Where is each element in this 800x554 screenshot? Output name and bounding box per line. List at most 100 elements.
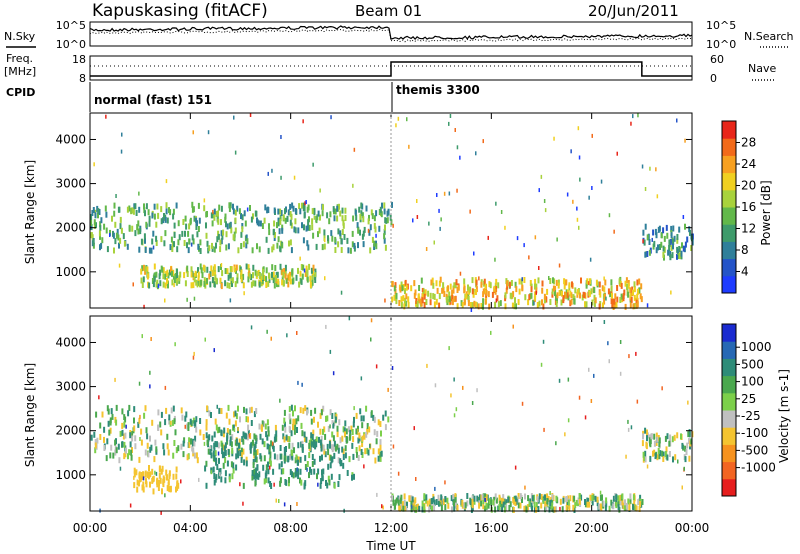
heatmap-cell <box>109 229 111 236</box>
heatmap-cell <box>504 303 507 310</box>
heatmap-cell <box>90 219 93 226</box>
heatmap-cell <box>177 239 180 246</box>
heatmap-cell <box>568 282 571 289</box>
heatmap-cell <box>190 242 193 247</box>
heatmap-cell <box>283 268 286 274</box>
heatmap-cell <box>608 359 610 364</box>
heatmap-cell <box>186 423 189 430</box>
heatmap-cell <box>104 205 107 212</box>
heatmap-cell <box>151 212 154 219</box>
heatmap-cell <box>471 302 474 309</box>
heatmap-cell <box>295 274 298 281</box>
heatmap-cell <box>111 413 114 420</box>
heatmap-cell <box>368 214 370 221</box>
heatmap-cell <box>455 407 458 412</box>
heatmap-cell <box>676 432 679 439</box>
colorbar-swatch <box>722 444 736 463</box>
heatmap-cell <box>565 505 568 511</box>
heatmap-cell <box>676 118 678 123</box>
heatmap-cell <box>238 208 241 215</box>
heatmap-cell <box>234 209 237 216</box>
heatmap-cell <box>175 202 178 209</box>
heatmap-cell <box>584 499 586 505</box>
heatmap-cell <box>610 279 613 286</box>
heatmap-cell <box>143 233 146 240</box>
heatmap-cell <box>254 210 257 217</box>
heatmap-cell <box>435 499 438 505</box>
heatmap-cell <box>383 208 386 215</box>
heatmap-cell <box>329 462 332 469</box>
heatmap-cell <box>473 251 475 256</box>
heatmap-cell <box>134 230 137 237</box>
heatmap-cell <box>268 223 270 230</box>
heatmap-cell <box>393 294 396 301</box>
heatmap-cell <box>282 433 285 440</box>
heatmap-cell <box>229 439 232 446</box>
heatmap-cell <box>540 362 543 367</box>
heatmap-cell <box>289 275 291 282</box>
heatmap-cell <box>213 431 216 438</box>
heatmap-cell <box>347 247 350 254</box>
heatmap-cell <box>513 303 516 310</box>
heatmap-cell <box>155 271 158 278</box>
heatmap-cell <box>436 193 438 197</box>
heatmap-cell <box>277 236 280 243</box>
heatmap-cell <box>212 466 215 473</box>
heatmap-cell <box>279 398 281 403</box>
heatmap-cell <box>105 211 108 218</box>
heatmap-cell <box>677 459 679 464</box>
heatmap-cell <box>461 302 464 308</box>
heatmap-cell <box>456 303 459 310</box>
heatmap-cell <box>351 230 354 237</box>
heatmap-cell <box>194 270 197 277</box>
heatmap-cell <box>313 458 316 465</box>
heatmap-cell <box>219 468 222 474</box>
heatmap-cell <box>543 199 546 203</box>
heatmap-cell <box>93 219 96 226</box>
heatmap-cell <box>93 222 96 229</box>
heatmap-cell <box>573 507 576 513</box>
heatmap-cell <box>252 264 255 271</box>
x-tick-label: 00:00 <box>73 521 108 535</box>
heatmap-cell <box>163 240 166 247</box>
heatmap-cell <box>689 230 691 236</box>
heatmap-cell <box>132 282 134 287</box>
heatmap-cell <box>473 495 476 502</box>
heatmap-cell <box>284 217 287 224</box>
heatmap-cell <box>187 230 190 237</box>
heatmap-cell <box>220 205 223 212</box>
heatmap-cell <box>133 417 135 424</box>
heatmap-cell <box>584 301 586 308</box>
heatmap-cell <box>275 498 277 503</box>
heatmap-cell <box>225 244 228 251</box>
heatmap-cell <box>183 437 186 444</box>
heatmap-cell <box>395 123 397 128</box>
heatmap-cell <box>169 269 171 276</box>
heatmap-cell <box>346 436 349 443</box>
heatmap-cell <box>687 431 690 438</box>
heatmap-cell <box>632 114 634 119</box>
heatmap-cell <box>512 324 514 329</box>
heatmap-cell <box>188 437 191 444</box>
heatmap-cell <box>482 288 485 295</box>
heatmap-cell <box>204 465 207 472</box>
heatmap-cell <box>642 239 644 244</box>
heatmap-cell <box>430 498 433 505</box>
heatmap-cell <box>376 430 379 437</box>
heatmap-cell <box>185 223 188 230</box>
heatmap-cell <box>512 291 515 298</box>
heatmap-cell <box>333 452 336 459</box>
heatmap-cell <box>330 115 332 120</box>
heatmap-cell <box>469 209 471 214</box>
heatmap-cell <box>317 468 320 475</box>
heatmap-cell <box>199 263 202 270</box>
heatmap-cell <box>245 242 248 249</box>
heatmap-cell <box>277 208 280 215</box>
heatmap-cell <box>134 203 137 210</box>
heatmap-cell <box>429 503 432 510</box>
heatmap-cell <box>213 444 216 451</box>
heatmap-cell <box>638 287 641 294</box>
heatmap-cell <box>153 203 156 210</box>
date-title: 20/Jun/2011 <box>588 2 679 20</box>
heatmap-cell <box>329 442 331 449</box>
